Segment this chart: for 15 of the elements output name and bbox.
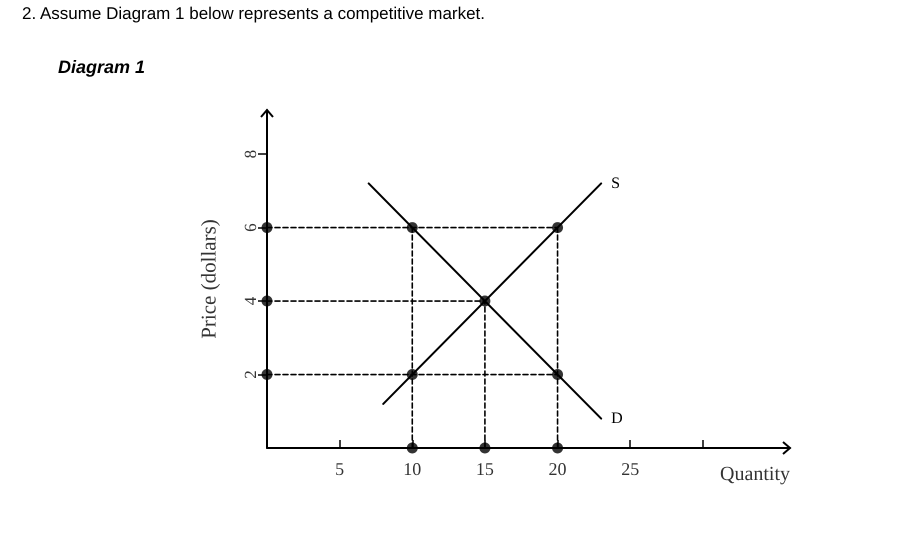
y-tick-label: 8	[241, 150, 260, 158]
x-tick-label: 10	[403, 459, 422, 479]
series-label: S	[611, 174, 620, 192]
x-tick-label: 25	[621, 459, 640, 479]
y-tick-label: 4	[241, 296, 260, 306]
chart-title: 2. Assume Diagram 1 below represents a competitive market.	[22, 4, 485, 24]
y-tick-label: 2	[241, 370, 260, 379]
text: Diagram 1	[58, 57, 146, 78]
x-tick-label: 20	[548, 459, 567, 479]
y-axis-title: Price (dollars)	[196, 219, 220, 339]
x-tick-label: 5	[335, 459, 344, 479]
x-axis-title: Quantity	[720, 463, 790, 485]
series-label: D	[611, 410, 623, 428]
x-tick-label: 15	[476, 459, 494, 479]
y-tick-label: 6	[241, 223, 260, 232]
